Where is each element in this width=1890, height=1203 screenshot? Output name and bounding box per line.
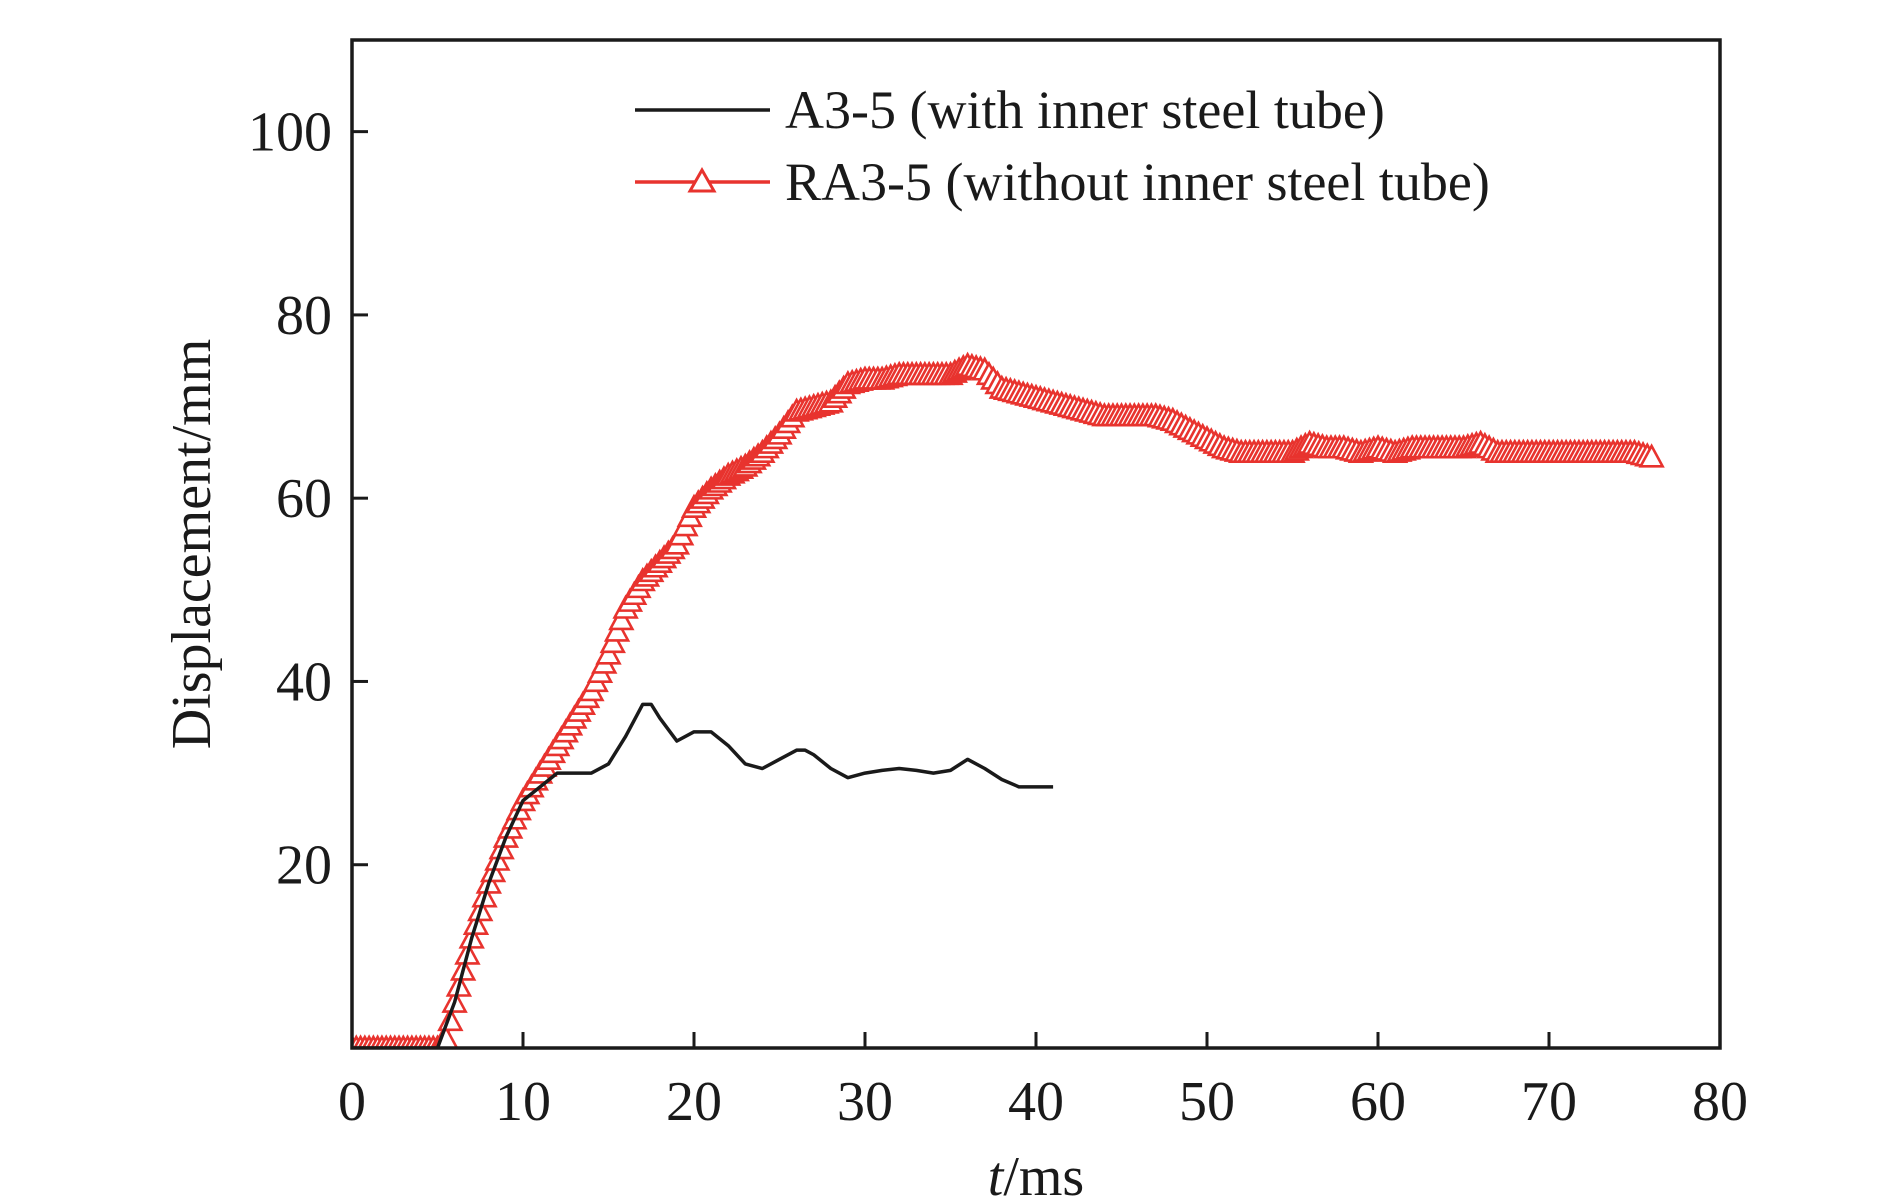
series-a3-5-line xyxy=(352,702,1054,1048)
x-tick-label: 70 xyxy=(1521,1071,1577,1133)
x-tick-label: 10 xyxy=(495,1071,551,1133)
x-tick-label: 80 xyxy=(1692,1071,1748,1133)
x-tick-label: 0 xyxy=(338,1071,366,1133)
y-tick-label: 100 xyxy=(248,102,332,164)
legend-marker-triangle-icon xyxy=(687,166,717,193)
x-axis-title-unit: /ms xyxy=(1003,1146,1084,1203)
y-axis-title: Displacement/mm xyxy=(161,339,223,750)
y-tick-label: 80 xyxy=(276,285,332,347)
y-axis: 20 40 60 80 100 xyxy=(248,102,368,897)
y-tick-label: 20 xyxy=(276,835,332,897)
legend-label-a3-5: A3-5 (with inner steel tube) xyxy=(785,80,1385,140)
plot-area xyxy=(352,351,1665,1048)
x-tick-label: 60 xyxy=(1350,1071,1406,1133)
x-axis-title-symbol: t xyxy=(988,1146,1005,1203)
series-ra3-5-line xyxy=(352,363,1653,1048)
x-tick-label: 50 xyxy=(1179,1071,1235,1133)
legend: A3-5 (with inner steel tube) RA3-5 (with… xyxy=(635,80,1490,212)
x-tick-label: 20 xyxy=(666,1071,722,1133)
legend-label-ra3-5: RA3-5 (without inner steel tube) xyxy=(785,152,1490,212)
x-tick-label: 30 xyxy=(837,1071,893,1133)
y-tick-label: 60 xyxy=(276,468,332,530)
x-axis: 0 10 20 30 40 50 60 70 80 xyxy=(338,1032,1748,1133)
x-axis-title: t/ms xyxy=(988,1146,1084,1203)
series-ra3-5-marker xyxy=(1638,443,1665,468)
x-tick-label: 40 xyxy=(1008,1071,1064,1133)
y-tick-label: 40 xyxy=(276,651,332,713)
